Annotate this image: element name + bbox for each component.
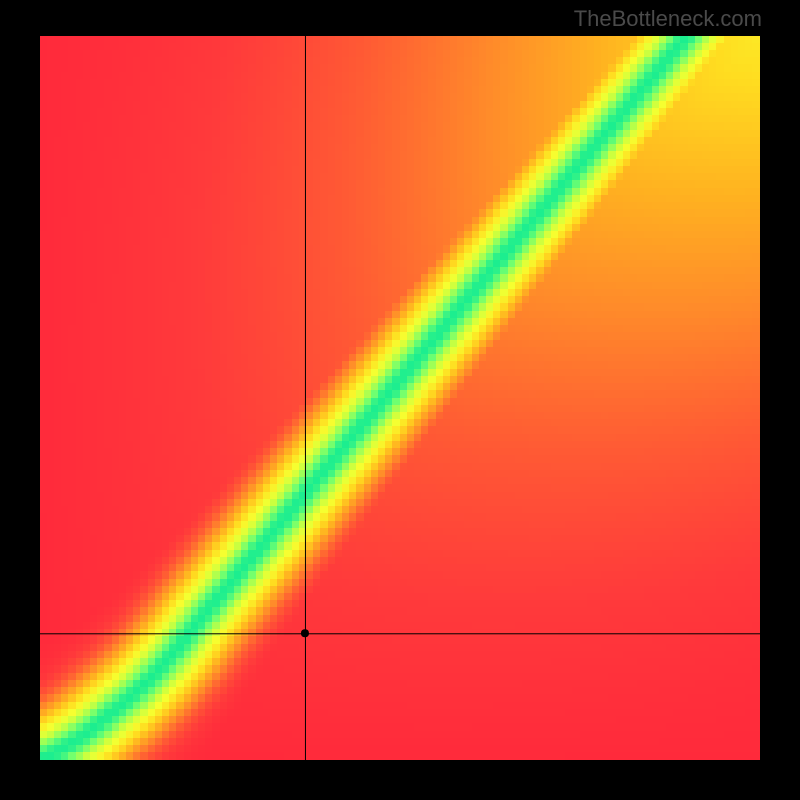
plot-area xyxy=(40,36,760,760)
watermark-text: TheBottleneck.com xyxy=(574,6,762,32)
chart-container: TheBottleneck.com xyxy=(0,0,800,800)
bottleneck-heatmap xyxy=(40,36,760,760)
